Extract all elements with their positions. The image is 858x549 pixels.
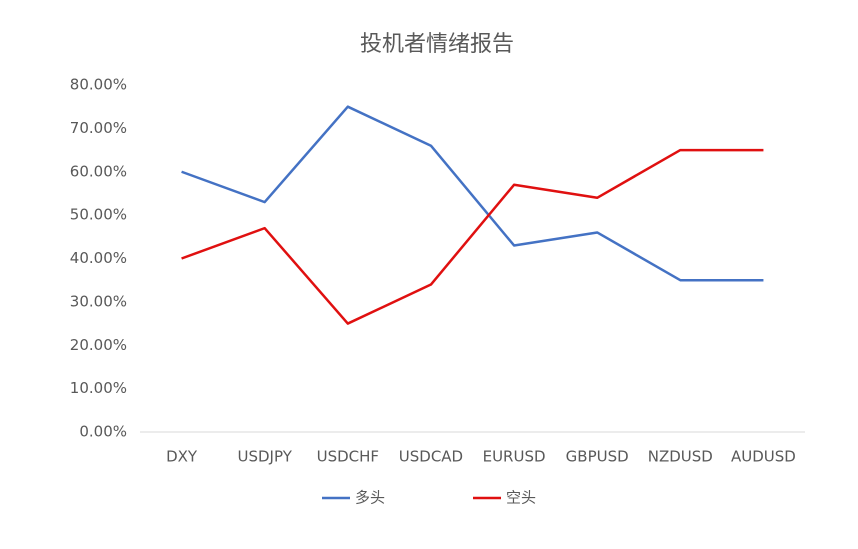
chart-title: 投机者情绪报告	[360, 32, 514, 57]
y-tick-label: 70.00%	[70, 119, 127, 137]
x-tick-label: DXY	[166, 448, 198, 466]
x-tick-label: EURUSD	[483, 448, 546, 466]
x-tick-label: NZDUSD	[648, 448, 713, 466]
line-series	[181, 105, 764, 282]
y-tick-label: 10.00%	[70, 379, 127, 397]
line-series	[181, 148, 764, 325]
x-tick-label: USDCHF	[317, 448, 379, 466]
y-tick-label: 20.00%	[70, 336, 127, 354]
x-tick-label: USDCAD	[399, 448, 463, 466]
legend-label: 空头	[506, 489, 536, 507]
legend-label: 多头	[355, 489, 385, 507]
y-tick-label: 50.00%	[70, 206, 127, 224]
x-tick-label: GBPUSD	[566, 448, 629, 466]
y-tick-label: 0.00%	[79, 423, 127, 441]
x-tick-label: AUDUSD	[731, 448, 796, 466]
y-tick-label: 60.00%	[70, 162, 127, 180]
y-tick-label: 80.00%	[70, 76, 127, 94]
y-tick-label: 30.00%	[70, 292, 127, 310]
y-tick-label: 40.00%	[70, 249, 127, 267]
x-tick-label: USDJPY	[238, 448, 293, 466]
